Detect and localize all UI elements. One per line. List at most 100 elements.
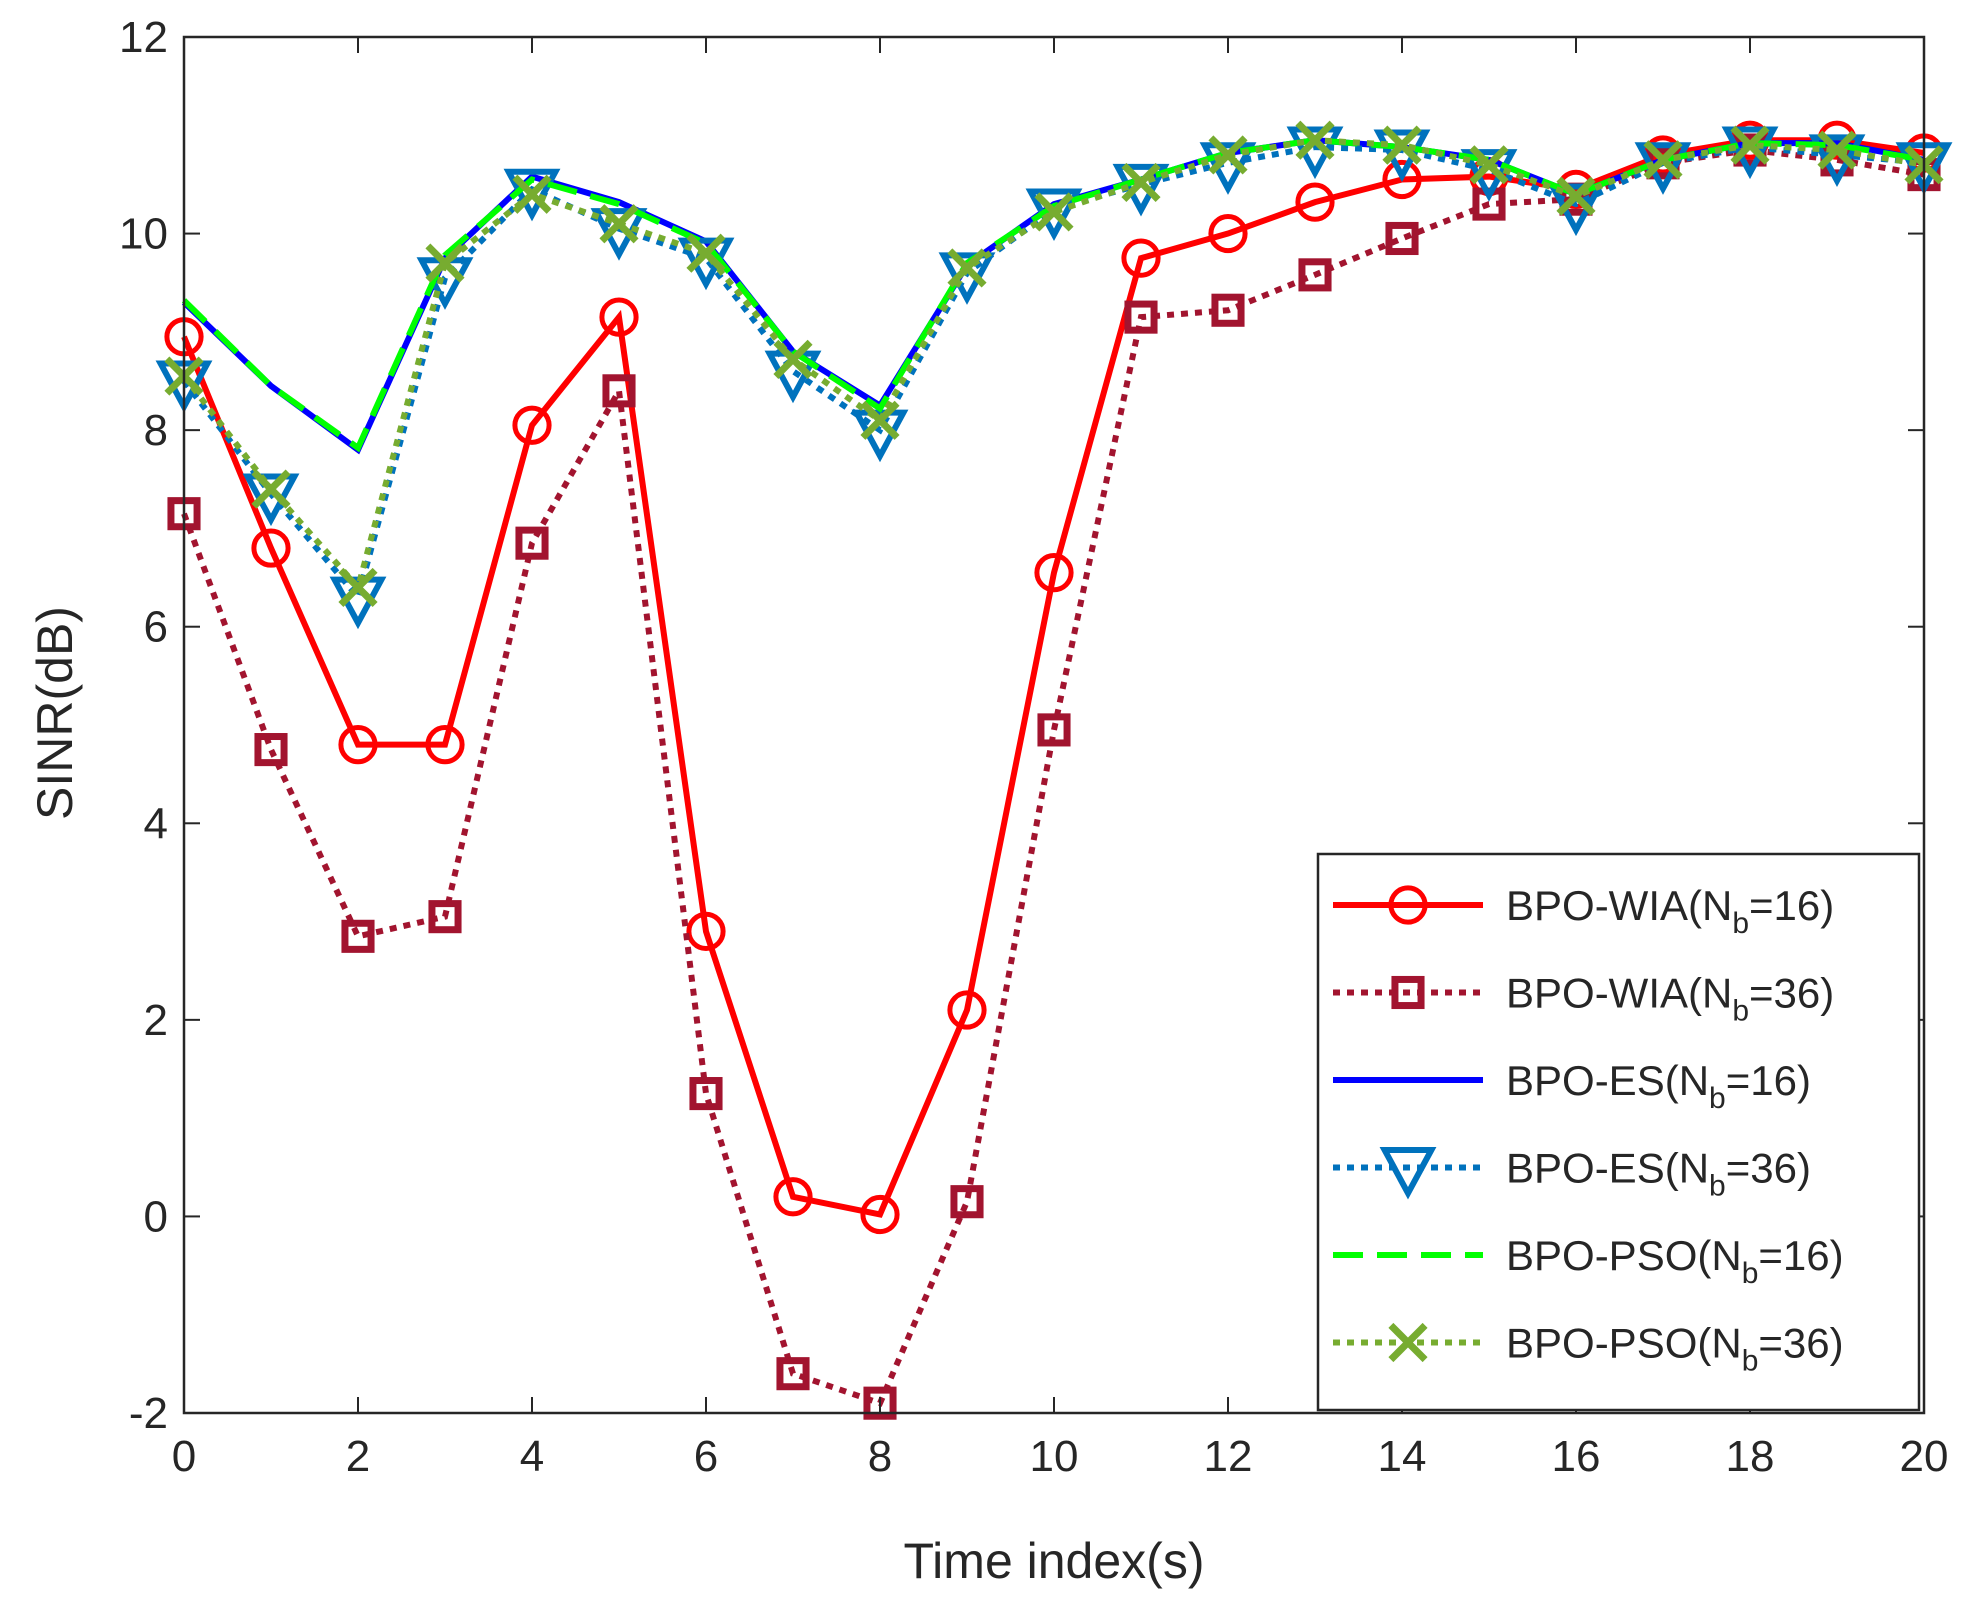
data-point (1124, 300, 1158, 334)
data-point (1643, 140, 1683, 180)
x-tick-label: 8 (868, 1432, 892, 1481)
y-tick-label: 0 (144, 1192, 168, 1241)
data-point (251, 469, 291, 509)
y-tick-label: 12 (119, 13, 168, 62)
legend-label: BPO-PSO(Nb=16) (1506, 1232, 1844, 1290)
data-point (599, 297, 639, 337)
data-point (1730, 125, 1770, 165)
data-point (1121, 162, 1161, 203)
legend-marker (1391, 975, 1425, 1010)
y-tick-label: 2 (144, 996, 168, 1045)
data-point (1721, 126, 1779, 180)
data-point (1556, 176, 1596, 216)
data-point (1382, 125, 1422, 165)
legend-entry: BPO-WIA(Nb=36) (1333, 970, 1834, 1028)
legend-label-subscript: b (1742, 1257, 1759, 1290)
data-point (863, 1386, 897, 1420)
y-tick-label: 6 (144, 603, 168, 652)
legend-marker (1388, 885, 1428, 925)
legend-entry: BPO-ES(Nb=16) (1333, 1057, 1811, 1115)
x-tick-label: 12 (1204, 1432, 1253, 1481)
legend-label-main: BPO-PSO(N (1506, 1320, 1742, 1367)
x-marker-stroke (338, 567, 378, 607)
x-marker-stroke (1382, 125, 1422, 165)
data-point (341, 919, 375, 953)
data-point (428, 900, 462, 934)
y-tick-label: 8 (144, 406, 168, 455)
data-point (686, 911, 726, 952)
x-marker-stroke (1730, 125, 1770, 165)
y-tick-label: -2 (129, 1389, 168, 1438)
data-point (947, 248, 987, 288)
legend-label-main: BPO-ES(N (1506, 1145, 1709, 1192)
x-marker-stroke (686, 233, 726, 273)
legend-label-tail: =36) (1749, 970, 1834, 1017)
x-marker-stroke (1295, 120, 1335, 160)
x-marker-stroke (773, 339, 813, 379)
data-point (1817, 130, 1857, 170)
data-point (515, 526, 549, 560)
legend-label-main: BPO-WIA(N (1506, 970, 1732, 1017)
data-point (1295, 120, 1335, 160)
data-point (512, 174, 552, 214)
data-point (773, 1177, 813, 1217)
legend-label-subscript: b (1732, 995, 1749, 1028)
x-marker-stroke (599, 204, 639, 244)
data-point (512, 405, 552, 445)
series-5 (164, 120, 1944, 607)
data-point (686, 233, 726, 273)
data-point (1469, 145, 1509, 185)
data-point (1034, 553, 1074, 593)
legend-label-main: BPO-WIA(N (1506, 882, 1732, 929)
x-tick-label: 4 (520, 1432, 544, 1481)
legend-label-subscript: b (1742, 1345, 1759, 1378)
data-point (425, 725, 465, 765)
legend-label-subscript: b (1709, 1082, 1726, 1115)
x-marker-stroke (1817, 130, 1857, 170)
legend-label-subscript: b (1709, 1170, 1726, 1203)
x-marker-stroke (1208, 135, 1248, 175)
series-line (181, 137, 1925, 1218)
data-point (338, 725, 378, 765)
legend: BPO-WIA(Nb=16)BPO-WIA(Nb=36)BPO-ES(Nb=16… (1316, 852, 1921, 1412)
x-marker-stroke (1469, 145, 1509, 185)
legend-label-main: BPO-PSO(N (1506, 1232, 1742, 1279)
legend-marker (1379, 1146, 1437, 1200)
data-point (689, 1077, 723, 1111)
plot-frame (182, 35, 1926, 1415)
legend-entry: BPO-WIA(Nb=16) (1333, 882, 1834, 940)
series-line (181, 137, 1925, 594)
series-line (181, 144, 1925, 604)
x-tick-label: 18 (1726, 1432, 1775, 1481)
x-tick-label: 10 (1030, 1432, 1079, 1481)
x-tick-label: 0 (172, 1432, 196, 1481)
data-point (773, 339, 813, 379)
data-point (1112, 163, 1170, 217)
y-axis-label: SINR(dB) (27, 606, 83, 820)
legend-marker (1388, 1322, 1428, 1363)
data-point (1211, 293, 1245, 327)
legend-label: BPO-WIA(Nb=36) (1506, 970, 1834, 1028)
legend-label-tail: =16) (1749, 882, 1834, 929)
legend-label-tail: =36) (1726, 1145, 1811, 1192)
y-tick-label: 4 (144, 799, 168, 848)
x-tick-label: 2 (346, 1432, 370, 1481)
x-tick-label: 6 (694, 1432, 718, 1481)
series-layer (155, 120, 1953, 1420)
data-point (1034, 192, 1074, 232)
data-point (1037, 713, 1071, 747)
x-tick-label: 16 (1552, 1432, 1601, 1481)
legend-entry: BPO-ES(Nb=36) (1333, 1145, 1811, 1203)
x-marker-stroke (1556, 176, 1596, 216)
x-axis-label: Time index(s) (904, 1533, 1205, 1589)
data-point (776, 1357, 810, 1391)
data-point (1208, 135, 1248, 175)
data-point (950, 1185, 984, 1219)
data-point (251, 528, 291, 568)
x-marker-stroke (1121, 162, 1161, 203)
data-point (860, 400, 900, 440)
y-tick-label: 10 (119, 210, 168, 259)
x-marker-stroke (425, 243, 465, 283)
